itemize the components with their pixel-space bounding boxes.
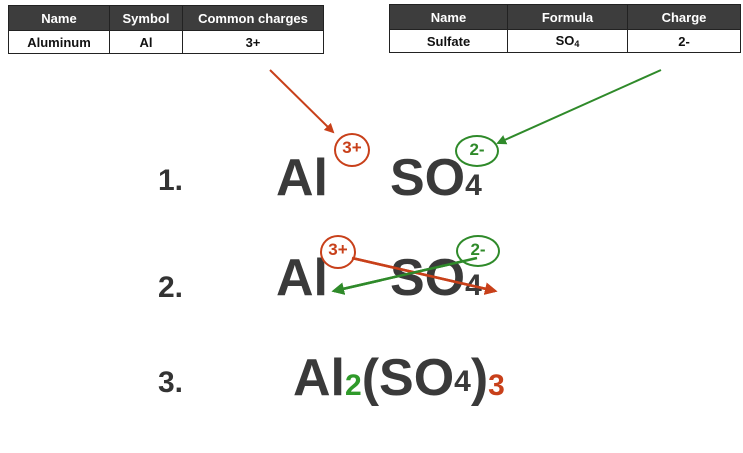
formula-subscript: 4 xyxy=(574,39,580,49)
cell-common-charges: 3+ xyxy=(182,30,324,54)
sulfate-reference-table: Name Formula Charge Sulfate SO4 2- xyxy=(389,4,741,53)
cell-name: Sulfate xyxy=(389,29,508,53)
crisscross-red-arrow-overlay xyxy=(351,256,498,295)
anion-symbol: SO xyxy=(390,149,466,207)
column-header-charge: Charge xyxy=(627,4,741,30)
step1-anion-charge-badge: 2- xyxy=(455,135,499,167)
cation-subscript: 2 xyxy=(345,369,362,402)
table-row: Aluminum Al 3+ xyxy=(8,30,324,54)
step3-final-formula: Al2(SO4)3 xyxy=(293,352,505,404)
step-number-2: 2. xyxy=(158,271,184,304)
column-header-name: Name xyxy=(8,5,110,31)
column-header-name: Name xyxy=(389,4,508,30)
table-row: Sulfate SO4 2- xyxy=(389,29,741,53)
aluminum-reference-table: Name Symbol Common charges Aluminum Al 3… xyxy=(8,5,324,54)
step1-cation-charge-badge: 3+ xyxy=(334,133,370,167)
anion-subscript: 4 xyxy=(465,169,482,202)
cation-symbol: Al xyxy=(293,349,345,407)
step2-cation-symbol: Al xyxy=(276,249,328,307)
close-paren: ) xyxy=(470,349,489,407)
step2-cation-charge-badge: 3+ xyxy=(320,235,356,269)
anion-symbol: SO xyxy=(379,349,455,407)
group-subscript: 3 xyxy=(488,369,505,402)
cell-symbol: Al xyxy=(109,30,183,54)
cell-charge: 2- xyxy=(627,29,741,53)
cell-name: Aluminum xyxy=(8,30,110,54)
column-header-formula: Formula xyxy=(507,4,628,30)
anion-charge-arrow xyxy=(496,69,662,145)
formula-main: SO xyxy=(555,33,575,48)
anion-symbol: SO xyxy=(390,249,466,307)
crisscross-green-arrow-overlay xyxy=(331,256,478,295)
table-header-row: Name Symbol Common charges xyxy=(8,5,324,31)
cation-charge-arrow xyxy=(269,69,335,134)
open-paren: ( xyxy=(361,349,380,407)
cell-formula: SO4 xyxy=(507,29,628,53)
step1-anion-formula: SO4 xyxy=(390,152,482,204)
step-number-3: 3. xyxy=(158,366,184,399)
anion-subscript: 4 xyxy=(454,365,471,398)
step1-cation-symbol: Al xyxy=(276,149,328,207)
table-header-row: Name Formula Charge xyxy=(389,4,741,30)
step-number-1: 1. xyxy=(158,164,184,197)
